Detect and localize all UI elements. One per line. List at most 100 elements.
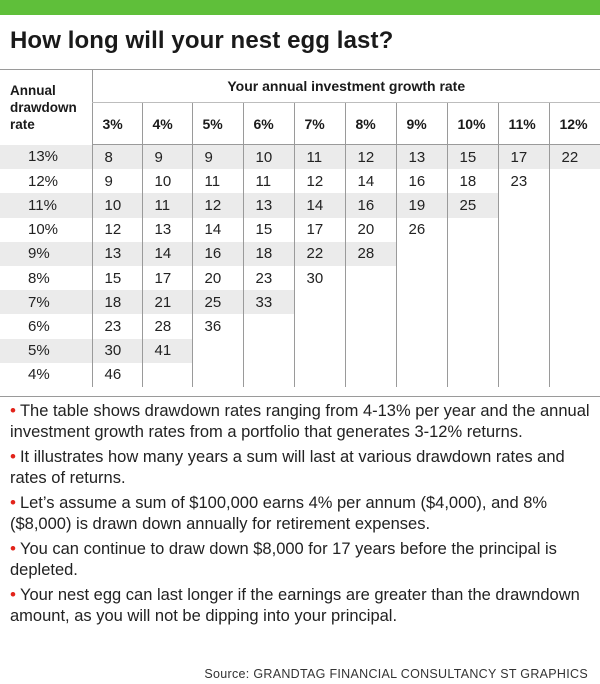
years-cell: [293, 362, 345, 387]
years-cell: 9: [191, 144, 243, 170]
years-cell: [446, 362, 498, 387]
years-cell: 12: [191, 193, 243, 218]
drawdown-header-line-3: rate: [10, 116, 35, 132]
years-cell: 33: [242, 290, 294, 315]
years-cell: [344, 314, 396, 339]
drawdown-rate-cell: 12%: [28, 172, 59, 190]
drawdown-rate-cell: 5%: [0, 338, 92, 363]
years-cell: 9: [91, 169, 142, 194]
years-cell: 25: [191, 290, 243, 315]
years-cell: [344, 362, 396, 387]
years-cell: 14: [293, 193, 345, 218]
years-cell: 11: [141, 193, 192, 218]
years-cell: [242, 314, 294, 339]
years-cell: 12: [344, 144, 396, 170]
years-cell: [395, 362, 447, 387]
note-item: • You can continue to draw down $8,000 fo…: [10, 538, 600, 581]
years-cell: [497, 193, 549, 218]
years-cell: [242, 362, 294, 387]
bullet-icon: •: [10, 447, 16, 466]
top-accent-bar: [0, 0, 600, 15]
years-cell: [497, 314, 549, 339]
years-cell: 20: [191, 265, 243, 291]
years-cell: 11: [242, 169, 294, 194]
years-cell: 10: [242, 144, 294, 170]
growth-rate-header-row: 3% 4% 5% 6% 7% 8% 9% 10% 11% 12%: [0, 102, 600, 145]
growth-rate-label: 11%: [497, 102, 549, 145]
years-cell: [497, 217, 549, 242]
years-cell: [446, 265, 498, 291]
growth-rate-label: 4%: [141, 102, 192, 145]
years-cell: 23: [242, 265, 294, 291]
years-cell: [548, 241, 600, 266]
years-cell: 22: [548, 144, 600, 170]
years-cell: 8: [91, 144, 142, 170]
drawdown-rate-cell: 11%: [0, 193, 92, 218]
years-cell: [344, 265, 396, 291]
drawdown-rate-header: Annual drawdown rate: [0, 70, 92, 145]
years-cell: 9: [141, 144, 192, 170]
years-cell: [497, 290, 549, 315]
bullet-icon: •: [10, 493, 16, 512]
years-cell: [446, 241, 498, 266]
years-cell: 15: [446, 144, 498, 170]
years-cell: [446, 338, 498, 363]
years-cell: 14: [344, 169, 396, 194]
drawdown-rate-cell: 6%: [28, 317, 50, 335]
drawdown-rate-cell: 4%: [28, 366, 50, 384]
drawdown-rate-cell: 13%: [0, 144, 92, 170]
note-item: • Let’s assume a sum of $100,000 earns 4%…: [10, 492, 600, 535]
table-row: 11% 10 11 12 13 14 16 19 25: [0, 193, 600, 218]
years-cell: 17: [497, 144, 549, 170]
years-cell: [191, 338, 243, 363]
table-row: 8% 15 17 20 23 30: [0, 265, 600, 291]
years-cell: 30: [293, 265, 345, 291]
table-row: 12% 9 10 11 11 12 14 16 18 23: [0, 169, 600, 194]
years-cell: 12: [91, 217, 142, 242]
table-row: 4% 46: [0, 362, 600, 387]
years-cell: 17: [141, 265, 192, 291]
notes-list: • The table shows drawdown rates ranging …: [0, 400, 600, 630]
years-cell: [497, 338, 549, 363]
years-cell: 18: [446, 169, 498, 194]
years-cell: 11: [191, 169, 243, 194]
years-cell: [497, 241, 549, 266]
years-cell: 28: [141, 314, 192, 339]
years-cell: [242, 338, 294, 363]
years-cell: 16: [344, 193, 396, 218]
years-cell: 20: [344, 217, 396, 242]
growth-rate-label: 12%: [548, 102, 600, 145]
drawdown-rate-cell: 7%: [0, 290, 92, 315]
growth-rate-label: 8%: [344, 102, 396, 145]
drawdown-rate-cell: 9%: [0, 241, 92, 266]
table-row: 5% 30 41: [0, 338, 600, 363]
note-text: Your nest egg can last longer if the ear…: [10, 586, 580, 625]
years-cell: 36: [191, 314, 243, 339]
years-cell: [548, 314, 600, 339]
years-cell: [548, 217, 600, 242]
years-cell: [395, 338, 447, 363]
years-cell: 18: [242, 241, 294, 266]
drawdown-header-line-2: drawdown: [10, 99, 77, 115]
years-cell: [548, 362, 600, 387]
nest-egg-table-container: Annual drawdown rate Your annual investm…: [0, 69, 600, 397]
years-cell: [141, 362, 192, 387]
years-cell: [344, 338, 396, 363]
note-text: You can continue to draw down $8,000 for…: [10, 540, 557, 579]
years-cell: 13: [242, 193, 294, 218]
years-cell: 41: [141, 338, 192, 363]
table-body: 13% 8 9 9 10 11 12 13 15 17 22 12% 9 10 11 11 12 14 16 18 23…: [0, 144, 600, 387]
years-cell: 26: [395, 217, 447, 242]
years-cell: [497, 265, 549, 291]
years-cell: 18: [91, 290, 142, 315]
years-cell: 12: [293, 169, 345, 194]
years-cell: [446, 314, 498, 339]
years-cell: [293, 338, 345, 363]
years-cell: 30: [91, 338, 142, 363]
nest-egg-table: Annual drawdown rate Your annual investm…: [0, 70, 600, 387]
table-row: 6% 23 28 36: [0, 314, 600, 339]
years-cell: [497, 362, 549, 387]
years-cell: [395, 314, 447, 339]
drawdown-rate-cell: 10%: [28, 221, 59, 239]
bullet-icon: •: [10, 539, 16, 558]
